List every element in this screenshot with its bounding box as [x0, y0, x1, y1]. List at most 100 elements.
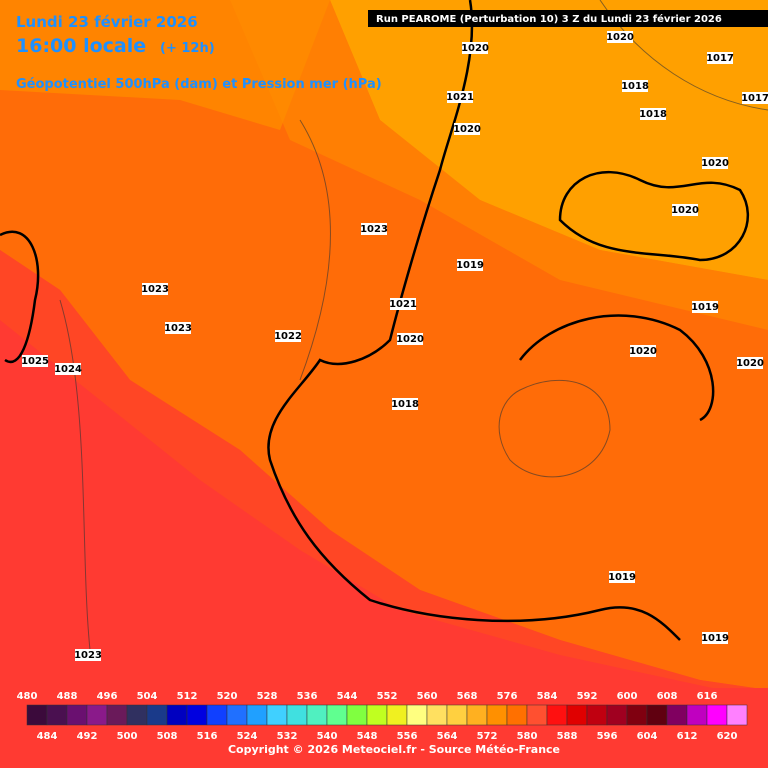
isobar-label-bg — [447, 91, 473, 103]
yellow-zone — [330, 0, 768, 280]
isobar-label: 1019 — [456, 260, 484, 271]
isobar-label: 1020 — [629, 346, 657, 357]
isobar-label: 1020 — [606, 32, 634, 43]
legend-bottom-label: 612 — [677, 731, 698, 742]
isobar-label-bg — [275, 330, 301, 342]
legend-swatch — [86, 704, 108, 726]
isobar-label-bg — [607, 31, 633, 43]
isobar-label-bg — [390, 298, 416, 310]
legend-bottom-label: 564 — [437, 731, 458, 742]
legend-swatch — [126, 704, 148, 726]
legend-swatch — [466, 704, 488, 726]
isobar-label-bg — [462, 42, 488, 54]
legend-swatch — [66, 704, 88, 726]
legend-bottom-label: 500 — [117, 731, 138, 742]
legend-top-label: 528 — [257, 691, 278, 702]
isobar-label: 1023 — [74, 650, 102, 661]
isobar-label-bg — [609, 571, 635, 583]
isobar-label-bg — [640, 108, 666, 120]
legend-bottom-label: 580 — [517, 731, 538, 742]
legend-swatch — [226, 704, 248, 726]
isobar-label: 1019 — [691, 302, 719, 313]
isobar-label-bg — [622, 80, 648, 92]
isobar-line — [498, 379, 611, 478]
legend-top-label: 544 — [337, 691, 358, 702]
legend-top-label: 488 — [57, 691, 78, 702]
legend-top-label: 608 — [657, 691, 678, 702]
subtitle: Géopotentiel 500hPa (dam) et Pression me… — [16, 77, 382, 92]
isobar-label-bg — [75, 649, 101, 661]
legend-swatch — [366, 704, 388, 726]
legend-swatch — [666, 704, 688, 726]
isobar-label-bg — [454, 123, 480, 135]
legend-swatch — [606, 704, 628, 726]
legend-top-label: 600 — [617, 691, 638, 702]
legend-swatch — [486, 704, 508, 726]
legend-swatch — [706, 704, 728, 726]
legend-swatch — [386, 704, 408, 726]
isobar-label-bg — [457, 259, 483, 271]
isobar-label-bg — [702, 632, 728, 644]
legend-swatch — [626, 704, 648, 726]
legend-top-label: 512 — [177, 691, 198, 702]
isobar-label-bg — [165, 322, 191, 334]
isobar-line — [59, 299, 91, 651]
legend-bottom-label: 484 — [37, 731, 58, 742]
legend-swatch — [726, 704, 748, 726]
legend-bottom-label: 620 — [717, 731, 738, 742]
isobar-label-bg — [142, 283, 168, 295]
isobar-label: 1017 — [741, 93, 768, 104]
isobar-label: 1022 — [274, 331, 302, 342]
legend-top-label: 504 — [137, 691, 158, 702]
legend-bottom-label: 588 — [557, 731, 578, 742]
isobar-label-bg — [707, 52, 733, 64]
legend-swatch — [546, 704, 568, 726]
coast-east — [519, 314, 715, 422]
legend-swatch — [586, 704, 608, 726]
legend: 480 488 496 504 512 520 528 536 544 552 560 568 576 5… — [17, 691, 748, 742]
isobar-label-bg — [692, 301, 718, 313]
legend-bottom-label: 596 — [597, 731, 618, 742]
isobar-label: 1025 — [21, 356, 49, 367]
isobar-label-bg — [737, 357, 763, 369]
isobar-label: 1020 — [671, 205, 699, 216]
legend-swatch — [246, 704, 268, 726]
isobar-label: 1020 — [701, 158, 729, 169]
isobar-labels: 1020 1020 1017 1018 1017 1021 1020 1018 1020 1020… — [21, 31, 768, 661]
legend-swatch — [426, 704, 448, 726]
red-zone — [0, 250, 768, 768]
legend-swatch — [346, 704, 368, 726]
black-sea — [558, 170, 750, 262]
legend-top-label: 560 — [417, 691, 438, 702]
isobar-label: 1021 — [389, 299, 417, 310]
coast-main — [267, 0, 681, 641]
isobar-label: 1018 — [391, 399, 419, 410]
legend-bottom-label: 548 — [357, 731, 378, 742]
legend-swatch — [146, 704, 168, 726]
coast-west — [0, 230, 40, 364]
legend-swatch — [526, 704, 548, 726]
isobar-label-bg — [397, 333, 423, 345]
isobar-label: 1024 — [54, 364, 82, 375]
legend-bottom-label: 524 — [237, 731, 258, 742]
isobar-label-bg — [22, 355, 48, 367]
legend-top-label: 616 — [697, 691, 718, 702]
legend-swatch — [506, 704, 528, 726]
isobar-label-bg — [630, 345, 656, 357]
legend-bottom-label: 572 — [477, 731, 498, 742]
isobar-label: 1023 — [164, 323, 192, 334]
legend-swatch — [166, 704, 188, 726]
legend-swatch — [306, 704, 328, 726]
legend-swatch — [206, 704, 228, 726]
isobar-label: 1020 — [736, 358, 764, 369]
legend-swatch — [446, 704, 468, 726]
run-banner — [368, 10, 768, 27]
legend-swatch — [106, 704, 128, 726]
isobar-label-bg — [392, 398, 418, 410]
isobar-label-bg — [742, 92, 768, 104]
legend-top-label: 480 — [17, 691, 38, 702]
isobar-label-bg — [361, 223, 387, 235]
lead-time: (+ 12h) — [160, 41, 215, 56]
legend-top-label: 576 — [497, 691, 518, 702]
